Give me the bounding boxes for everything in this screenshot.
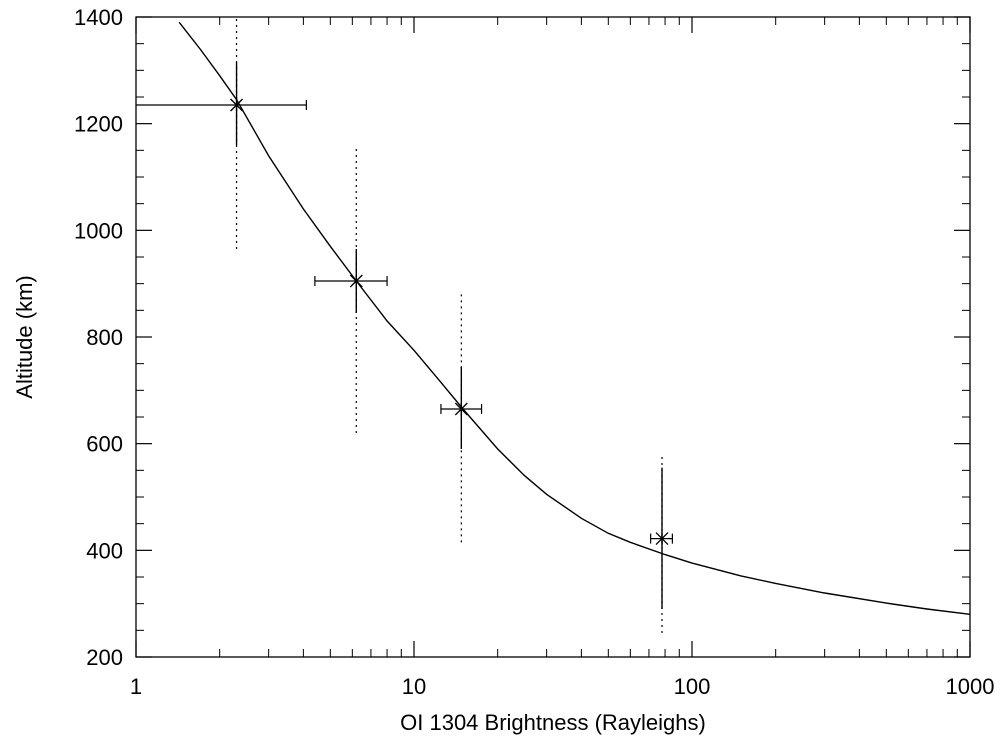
data-point [136, 62, 307, 145]
x-tick-label: 1000 [946, 674, 995, 699]
data-point [440, 366, 483, 449]
x-tick-label: 10 [402, 674, 426, 699]
x-axis-label: OI 1304 Brightness (Rayleighs) [400, 710, 706, 735]
data-points [136, 62, 673, 609]
y-tick-label: 400 [86, 538, 123, 563]
data-point [314, 249, 388, 313]
y-tick-label: 800 [86, 325, 123, 350]
fit-curve [178, 21, 971, 615]
x-tick-label: 1 [130, 674, 142, 699]
dotted-uncertainty-bars [235, 17, 663, 633]
y-tick-label: 1000 [74, 218, 123, 243]
y-tick-label: 1400 [74, 5, 123, 30]
data-point [650, 467, 673, 609]
x-tick-label: 100 [674, 674, 711, 699]
y-axis-label: Altitude (km) [12, 275, 37, 398]
plot-frame [135, 16, 971, 658]
y-tick-label: 1200 [74, 112, 123, 137]
y-tick-label: 600 [86, 432, 123, 457]
axis-ticks [135, 16, 971, 658]
y-tick-label: 200 [86, 645, 123, 670]
tick-labels: 1 10 100 1000 200 400 600 800 1000 1200 1400 [74, 5, 994, 699]
